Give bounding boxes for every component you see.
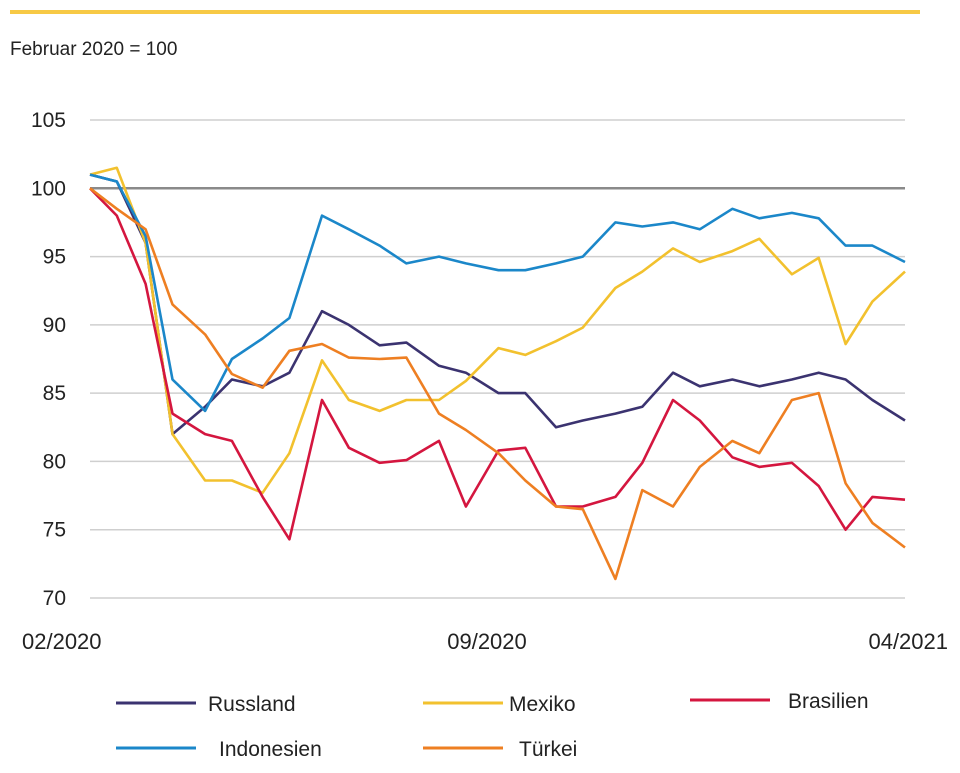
series-line-brasilien — [89, 187, 906, 541]
legend-label: Mexiko — [509, 693, 576, 716]
x-tick-label: 04/2021 — [868, 629, 948, 654]
legend: Russland Mexiko Brasilien Indonesien Türkei — [116, 690, 869, 761]
series-lines — [89, 166, 906, 581]
legend-item-mexiko: Mexiko — [423, 693, 576, 716]
y-tick-label: 90 — [43, 314, 66, 337]
legend-item-brasilien: Brasilien — [690, 690, 869, 713]
legend-item-russland: Russland — [116, 693, 296, 716]
series-line-türkei — [89, 187, 906, 581]
y-tick-label: 70 — [43, 587, 66, 610]
y-tick-label: 100 — [31, 177, 66, 200]
y-tick-label: 85 — [43, 382, 66, 405]
series-line-mexiko — [89, 166, 906, 495]
legend-label: Russland — [208, 693, 296, 716]
x-axis-ticks: 02/2020 09/2020 04/2021 — [22, 629, 948, 654]
legend-item-türkei: Türkei — [423, 738, 577, 761]
chart-subtitle: Februar 2020 = 100 — [10, 39, 177, 60]
y-axis-ticks: 105 100 95 90 85 80 75 70 — [31, 109, 66, 610]
y-tick-label: 80 — [43, 450, 66, 473]
x-tick-label: 09/2020 — [447, 629, 527, 654]
series-line-indonesien — [89, 173, 906, 413]
gridlines — [90, 119, 905, 599]
legend-label: Indonesien — [219, 738, 322, 761]
y-tick-label: 75 — [43, 519, 66, 542]
legend-label: Brasilien — [788, 690, 869, 713]
x-tick-label: 02/2020 — [22, 629, 102, 654]
y-tick-label: 95 — [43, 246, 66, 269]
y-tick-label: 105 — [31, 109, 66, 132]
series-line-russland — [89, 173, 906, 436]
legend-label: Türkei — [519, 738, 577, 761]
legend-item-indonesien: Indonesien — [116, 738, 322, 761]
